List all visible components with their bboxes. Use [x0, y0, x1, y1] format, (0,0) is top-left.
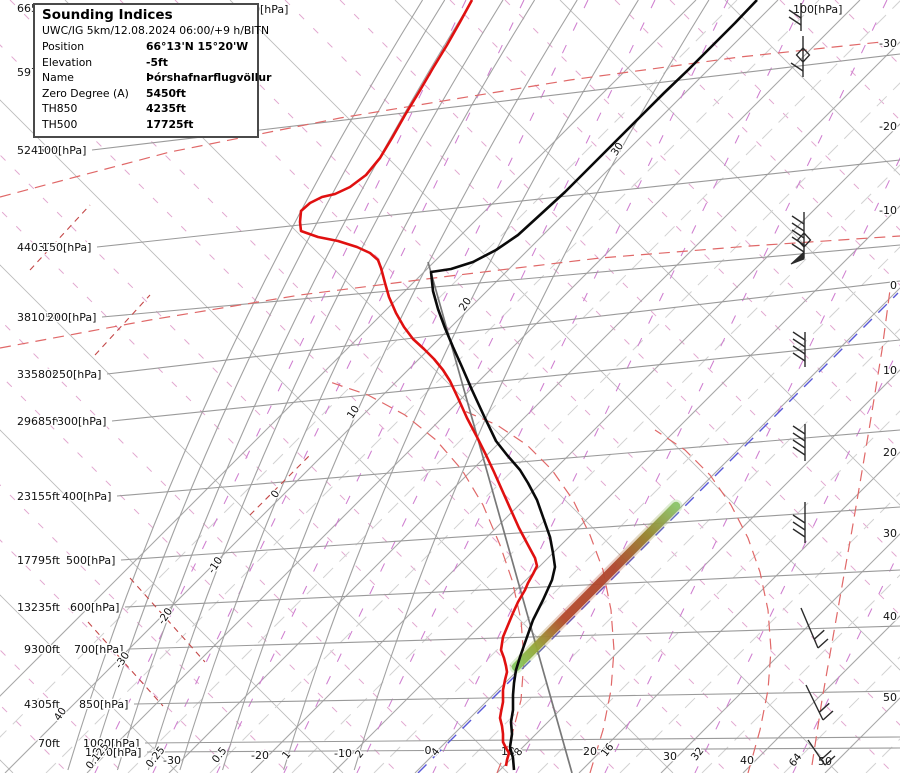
svg-text:50: 50	[818, 755, 832, 768]
svg-text:-10: -10	[334, 747, 352, 760]
info-row: Zero Degree (A) 5450ft	[42, 86, 250, 102]
wind-barb	[807, 739, 836, 766]
wind-barb	[790, 212, 812, 265]
svg-text:-20: -20	[156, 606, 176, 627]
wind-barb	[788, 3, 802, 31]
sounding-curves	[298, 0, 758, 771]
box-subtitle: UWC/IG 5km/12.08.2024 06:00/+9 h/BITN	[42, 24, 270, 37]
info-row-value: 17725ft	[146, 117, 194, 131]
svg-text:-20: -20	[879, 120, 897, 133]
svg-text:9300ft: 9300ft	[24, 643, 61, 656]
wind-barb	[800, 607, 829, 649]
svg-text:850[hPa]: 850[hPa]	[79, 698, 128, 711]
box-title: Sounding Indices	[42, 7, 173, 23]
svg-text:200[hPa]: 200[hPa]	[47, 311, 96, 324]
svg-text:100[hPa]: 100[hPa]	[793, 3, 842, 16]
svg-text:64: 64	[787, 751, 805, 769]
wind-barb	[792, 502, 806, 543]
svg-text:30: 30	[609, 140, 626, 158]
svg-text:16: 16	[599, 741, 617, 759]
svg-text:0.5: 0.5	[210, 745, 230, 766]
svg-text:4305ft: 4305ft	[24, 698, 61, 711]
svg-text:150[hPa]: 150[hPa]	[42, 241, 91, 254]
svg-text:0: 0	[425, 744, 432, 757]
wind-barbs	[788, 3, 836, 766]
svg-text:23155ft: 23155ft	[17, 490, 61, 503]
info-row: Name Þórshafnarflugvöllur	[42, 70, 271, 86]
info-row-value: Þórshafnarflugvöllur	[146, 71, 272, 84]
info-row-label: Zero Degree (A)	[42, 86, 129, 100]
info-row: TH850 4235ft	[42, 101, 250, 117]
info-row: Elevation -5ft	[42, 55, 250, 71]
wind-barb	[790, 36, 811, 77]
svg-text:33580ft: 33580ft	[17, 368, 61, 381]
svg-text:70ft: 70ft	[38, 737, 61, 750]
svg-text:700[hPa]: 700[hPa]	[74, 643, 123, 656]
svg-text:-10: -10	[206, 555, 226, 576]
svg-text:17795ft: 17795ft	[17, 554, 61, 567]
svg-text:32: 32	[689, 745, 707, 763]
info-row-label: Position	[42, 40, 85, 53]
svg-text:50: 50	[883, 691, 897, 704]
svg-text:0: 0	[890, 279, 897, 292]
svg-text:10: 10	[883, 364, 897, 377]
sounding-indices-box: Sounding Indices UWC/IG 5km/12.08.2024 0…	[33, 3, 271, 138]
info-row-label: TH500	[42, 117, 78, 131]
svg-text:-30: -30	[163, 754, 181, 767]
svg-text:38105ft: 38105ft	[17, 311, 61, 324]
svg-text:-20: -20	[251, 749, 269, 762]
info-row: TH500 17725ft	[42, 117, 250, 133]
special-lines	[0, 39, 900, 773]
info-row-value: 5450ft	[146, 86, 186, 100]
wind-barb	[792, 424, 806, 461]
svg-text:40: 40	[883, 610, 897, 623]
svg-text:20: 20	[583, 745, 597, 758]
info-row-label: TH850	[42, 102, 78, 115]
box-rows: Position 66°13'N 15°20'W Elevation -5ft Name…	[42, 39, 271, 133]
svg-text:13235ft: 13235ft	[17, 601, 61, 614]
info-row-value: 4235ft	[146, 102, 186, 115]
svg-text:400[hPa]: 400[hPa]	[62, 490, 111, 503]
svg-text:40: 40	[740, 754, 754, 767]
svg-text:30: 30	[883, 527, 897, 540]
svg-text:1050[hPa]: 1050[hPa]	[85, 746, 141, 759]
wind-barb	[805, 684, 834, 721]
svg-text:300[hPa]: 300[hPa]	[57, 415, 106, 428]
info-row: Position 66°13'N 15°20'W	[42, 39, 250, 55]
svg-text:2: 2	[353, 748, 367, 761]
svg-text:20: 20	[883, 446, 897, 459]
info-row-label: Name	[42, 71, 74, 84]
info-row-label: Elevation	[42, 55, 93, 69]
svg-text:100[hPa]: 100[hPa]	[37, 144, 86, 157]
svg-text:-30: -30	[879, 37, 897, 50]
svg-text:1000[hPa]: 1000[hPa]	[83, 737, 139, 750]
svg-text:52455ft: 52455ft	[17, 144, 61, 157]
svg-text:29685ft: 29685ft	[17, 415, 61, 428]
info-row-value: 66°13'N 15°20'W	[146, 40, 249, 53]
svg-text:600[hPa]: 600[hPa]	[70, 601, 119, 614]
wind-barb	[792, 331, 806, 367]
svg-text:500[hPa]: 500[hPa]	[66, 554, 115, 567]
svg-text:250[hPa]: 250[hPa]	[52, 368, 101, 381]
svg-text:30: 30	[663, 750, 677, 763]
info-row-value: -5ft	[146, 55, 168, 69]
svg-text:-10: -10	[879, 204, 897, 217]
svg-text:44030ft: 44030ft	[17, 241, 61, 254]
